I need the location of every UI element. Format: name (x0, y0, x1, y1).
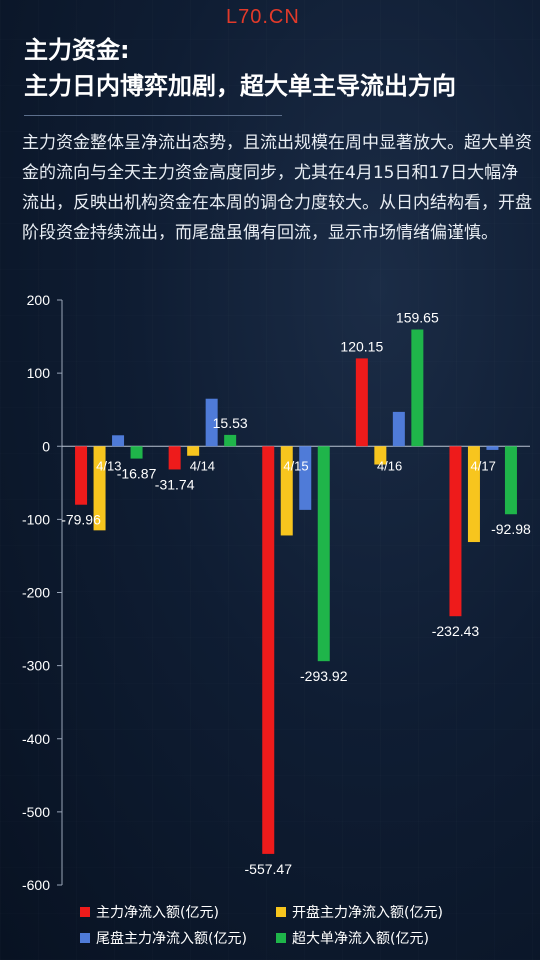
bar-open-3 (374, 446, 387, 465)
legend-item-main: 主力净流入额(亿元) (80, 902, 219, 922)
page-title: 主力资金: (24, 36, 130, 64)
bar-main-0 (75, 446, 88, 505)
y-tick-label: 100 (27, 365, 51, 381)
y-tick-label: -200 (22, 585, 50, 601)
bar-tail-0 (112, 435, 125, 447)
data-label: 159.65 (396, 310, 439, 326)
data-label: 15.53 (213, 415, 248, 431)
bar-tail-3 (392, 411, 405, 447)
y-tick-label: -500 (22, 804, 50, 820)
data-label: -79.96 (61, 512, 101, 528)
legend-label-open: 开盘主力净流入额(亿元) (292, 905, 443, 921)
bar-open-2 (280, 446, 293, 536)
y-tick-label: 0 (42, 438, 50, 454)
bar-super-3 (411, 329, 424, 447)
data-label: -31.74 (155, 476, 195, 492)
bar-super-0 (130, 446, 143, 459)
legend-swatch-tail (80, 933, 90, 943)
legend-item-super: 超大单净流入额(亿元) (276, 928, 429, 948)
bar-open-0 (93, 446, 106, 531)
legend-label-main: 主力净流入额(亿元) (96, 905, 219, 921)
bar-main-1 (168, 446, 181, 470)
bar-tail-2 (299, 446, 312, 510)
page-subtitle: 主力日内博弈加剧，超大单主导流出方向 (24, 72, 456, 100)
data-label: -232.43 (432, 623, 480, 639)
legend-item-tail: 尾盘主力净流入额(亿元) (80, 928, 247, 948)
bar-super-4 (504, 446, 517, 515)
watermark: L70.CN (226, 6, 300, 28)
bar-super-2 (317, 446, 330, 662)
legend-label-super: 超大单净流入额(亿元) (292, 931, 429, 947)
bar-open-4 (467, 446, 480, 543)
legend-label-tail: 尾盘主力净流入额(亿元) (96, 931, 247, 947)
y-tick-label: 200 (27, 292, 51, 308)
legend-swatch-open (276, 907, 286, 917)
x-category-label: 4/14 (190, 458, 215, 473)
bar-tail-4 (486, 446, 499, 450)
x-category-label: 4/16 (377, 458, 402, 473)
data-label: -16.87 (117, 466, 157, 482)
y-tick-label: -300 (22, 658, 50, 674)
data-label: -557.47 (245, 861, 293, 877)
x-category-label: 4/15 (283, 458, 308, 473)
summary-paragraph: 主力资金整体呈净流出态势，且流出规模在周中显著放大。超大单资金的流向与全天主力资… (22, 133, 532, 243)
data-label: -293.92 (300, 668, 348, 684)
y-tick-label: -400 (22, 731, 50, 747)
y-tick-label: -100 (22, 511, 50, 527)
bar-main-3 (355, 358, 368, 447)
data-label: -92.98 (491, 521, 531, 537)
bar-main-4 (449, 446, 462, 617)
bar-main-2 (262, 446, 275, 854)
legend-swatch-super (276, 933, 286, 943)
x-category-label: 4/13 (96, 458, 121, 473)
y-tick-label: -600 (22, 877, 50, 893)
title-divider (24, 115, 282, 116)
legend-swatch-main (80, 907, 90, 917)
x-category-label: 4/17 (471, 458, 496, 473)
bar-open-1 (187, 446, 200, 456)
bar-tail-1 (205, 398, 218, 447)
data-label: 120.15 (340, 338, 383, 354)
bar-super-1 (224, 434, 237, 447)
legend-item-open: 开盘主力净流入额(亿元) (276, 902, 443, 922)
